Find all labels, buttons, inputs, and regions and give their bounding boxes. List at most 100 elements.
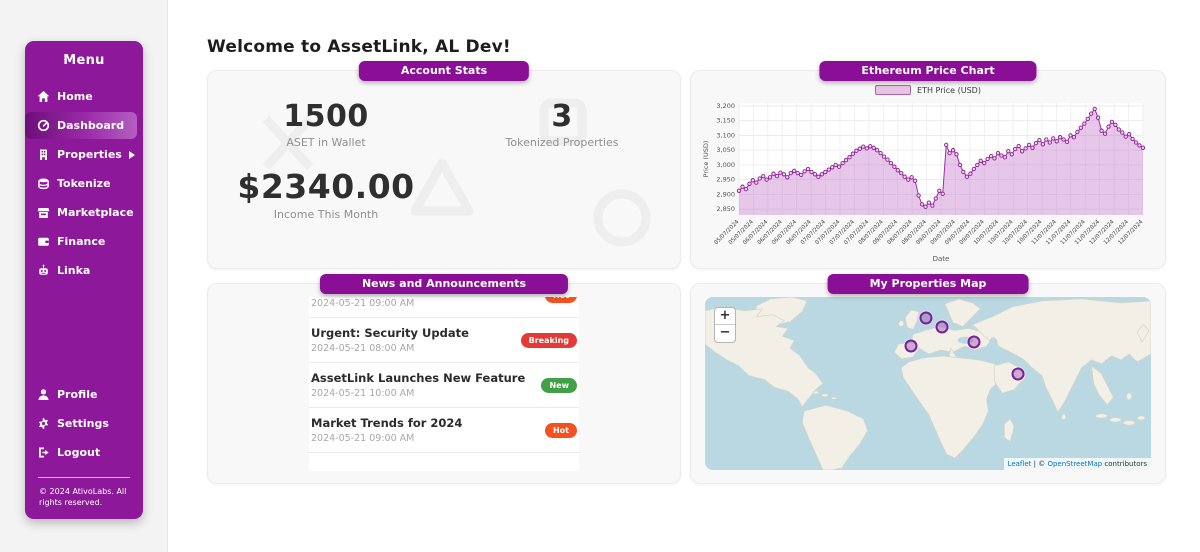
sidebar-item-home[interactable]: Home xyxy=(25,83,143,110)
news-item[interactable]: Urgent: Security Update 2024-05-21 08:00 … xyxy=(309,318,579,363)
zoom-in-button[interactable]: + xyxy=(715,308,735,325)
stat-label: ASET in Wallet xyxy=(286,136,366,149)
account-stats-card-title: Account Stats xyxy=(358,61,530,81)
property-marker[interactable] xyxy=(967,335,981,349)
south-america-landmass xyxy=(801,404,868,470)
svg-text:3,100: 3,100 xyxy=(716,131,735,139)
news-item-badge: New xyxy=(541,377,577,393)
svg-text:3,000: 3,000 xyxy=(716,161,735,169)
news-item-title: Urgent: Security Update xyxy=(311,326,469,340)
leaflet-link[interactable]: Leaflet xyxy=(1007,460,1032,468)
attribution-suffix: contributors xyxy=(1102,460,1147,468)
sidebar-item-linka[interactable]: Linka xyxy=(25,257,143,284)
sidebar-item-label: Logout xyxy=(57,445,101,459)
sidebar-item-label: Properties xyxy=(57,148,122,161)
map-card-title: My Properties Map xyxy=(827,274,1029,294)
world-map xyxy=(705,297,1151,470)
legend-swatch-icon xyxy=(875,85,912,95)
sidebar-item-settings[interactable]: Settings xyxy=(25,410,143,437)
coins-icon xyxy=(37,177,50,190)
sidebar-divider xyxy=(38,476,130,478)
legend-label: ETH Price (USD) xyxy=(917,85,981,95)
svg-text:2,950: 2,950 xyxy=(716,176,735,184)
property-marker[interactable] xyxy=(1011,367,1025,381)
triangle-watermark-icon xyxy=(410,158,474,216)
submenu-arrow-icon[interactable] xyxy=(128,150,135,159)
sidebar-item-marketplace[interactable]: Marketplace xyxy=(25,199,143,226)
user-icon xyxy=(37,388,50,401)
svg-text:Price (USD): Price (USD) xyxy=(702,141,710,178)
sidebar-item-label: Profile xyxy=(57,387,98,401)
watermark-shapes xyxy=(208,71,680,268)
property-marker[interactable] xyxy=(904,339,918,353)
sidebar-nav: Home Dashboard Properties Tokenize Marke… xyxy=(25,82,143,285)
building-icon xyxy=(37,148,50,161)
x-watermark-icon xyxy=(262,115,314,171)
news-item-time: 2024-05-21 09:00 AM xyxy=(311,433,415,444)
news-item[interactable]: AssetLink Launches New Feature xyxy=(309,453,579,472)
robot-icon xyxy=(37,264,50,277)
news-item-title: Market Trends for 2024 xyxy=(311,416,463,430)
sidebar-item-label: Dashboard xyxy=(57,119,125,132)
news-card-title: News and Announcements xyxy=(319,274,569,294)
stat-value: 1500 xyxy=(283,99,369,134)
news-item-time: 2024-05-21 10:00 AM xyxy=(311,388,415,399)
sidebar-item-tokenize[interactable]: Tokenize xyxy=(25,170,143,197)
page-title: Welcome to AssetLink, AL Dev! xyxy=(207,37,511,57)
zoom-out-button[interactable]: − xyxy=(719,325,731,340)
stat-label: Tokenized Properties xyxy=(505,136,619,149)
sidebar-copyright: © 2024 AtivoLabs. All rights reserved. xyxy=(39,486,127,508)
dashboard-grid: Account Stats 1500 ASET in Wallet xyxy=(207,61,1166,484)
logout-icon xyxy=(37,446,50,459)
news-item-time: 2024-05-21 08:00 AM xyxy=(311,343,415,354)
news-list: 2024-05-21 09:00 AM Hot Urgent: Security U… xyxy=(309,297,579,471)
attribution-separator: | © xyxy=(1031,460,1048,468)
sidebar-item-label: Marketplace xyxy=(57,206,134,219)
sidebar-item-properties[interactable]: Properties xyxy=(25,141,143,168)
sidebar-item-logout[interactable]: Logout xyxy=(25,439,143,466)
stat-income-month: $2340.00 Income This Month xyxy=(208,167,444,221)
eth-price-chart-card: Ethereum Price Chart ETH Price (USD) 3,2… xyxy=(690,61,1166,269)
stat-value: 3 xyxy=(551,99,573,134)
sidebar-item-dashboard[interactable]: Dashboard xyxy=(25,112,137,139)
sidebar-footer-nav: Profile Settings Logout xyxy=(25,380,143,467)
news-item[interactable]: 2024-05-21 09:00 AM Hot xyxy=(309,297,579,318)
news-item[interactable]: Market Trends for 2024 2024-05-21 09:00 A… xyxy=(309,408,579,453)
sidebar-item-label: Linka xyxy=(57,264,91,277)
svg-text:2,850: 2,850 xyxy=(716,205,735,213)
stat-tokenized-properties: 3 Tokenized Properties xyxy=(444,99,680,149)
account-stats-card: Account Stats 1500 ASET in Wallet xyxy=(207,61,681,269)
stat-aset-wallet: 1500 ASET in Wallet xyxy=(208,99,444,149)
news-item-badge: Hot xyxy=(544,297,577,303)
main-content: Welcome to AssetLink, AL Dev! Account St… xyxy=(168,0,1200,552)
sidebar-item-label: Home xyxy=(57,90,93,103)
sidebar-item-profile[interactable]: Profile xyxy=(25,381,143,408)
dashboard-icon xyxy=(37,119,50,132)
japan-landmass xyxy=(1136,324,1150,343)
svg-text:Date: Date xyxy=(933,255,950,263)
svg-text:2,900: 2,900 xyxy=(716,190,735,198)
gear-icon xyxy=(37,417,50,430)
eth-chart-card-title: Ethereum Price Chart xyxy=(819,61,1037,81)
uk-landmass xyxy=(904,309,920,330)
properties-map[interactable]: + − Leaflet | © OpenStreetMap contributo… xyxy=(705,297,1151,470)
news-item[interactable]: AssetLink Launches New Feature 2024-05-21… xyxy=(309,363,579,408)
home-icon xyxy=(37,90,50,103)
sidebar-item-finance[interactable]: Finance xyxy=(25,228,143,255)
eth-price-chart: 3,200 3,150 3,100 3,050 3,000 2,950 2,900 2,850… xyxy=(702,102,1146,263)
property-marker[interactable] xyxy=(935,320,949,334)
property-marker[interactable] xyxy=(919,311,933,325)
map-attribution: Leaflet | © OpenStreetMap contributors xyxy=(1003,458,1151,470)
news-item-badge: Hot xyxy=(544,422,577,438)
sidebar-title: Menu xyxy=(63,53,105,68)
sidebar-item-label: Settings xyxy=(57,416,109,430)
osm-link[interactable]: OpenStreetMap xyxy=(1047,460,1103,468)
asia-landmass xyxy=(972,298,1151,413)
madagascar-landmass xyxy=(1003,418,1015,442)
caspian-sea xyxy=(988,337,998,354)
news-card: News and Announcements 2024-05-21 09:00 … xyxy=(207,274,681,484)
scandinavia-landmass xyxy=(944,298,981,327)
southeast-asia-landmass xyxy=(1091,365,1114,406)
chart-legend: ETH Price (USD) xyxy=(691,85,1165,95)
news-scroll-area[interactable]: 2024-05-21 09:00 AM Hot Urgent: Security U… xyxy=(309,297,579,471)
